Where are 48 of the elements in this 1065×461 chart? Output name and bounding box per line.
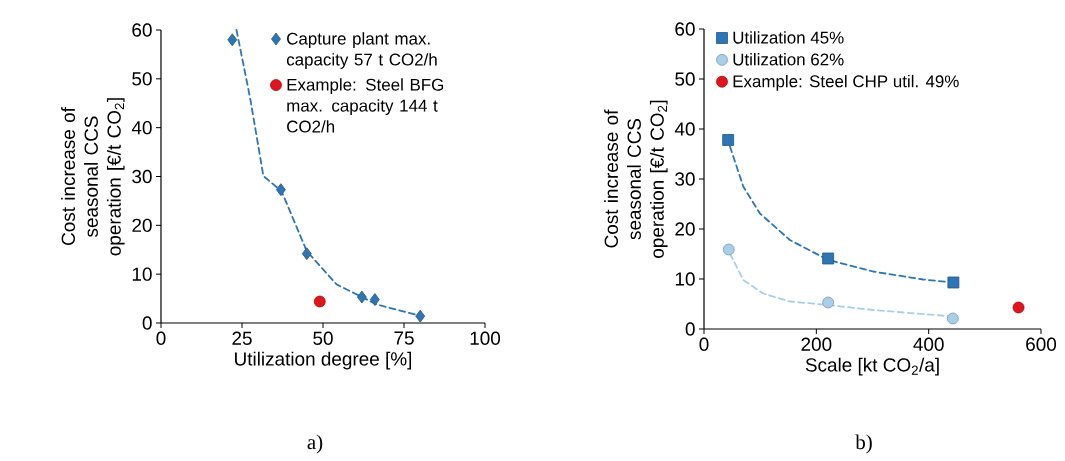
point: [313, 295, 326, 308]
legend-label: Capture plant max. capacity 57 t CO2/h: [286, 32, 437, 69]
legend-label: Utilization 45%: [733, 31, 844, 44]
x-tick-label: 200: [801, 337, 832, 351]
x-tick-label: 50: [313, 331, 333, 345]
legend-label: Example: Steel CHP util. 49%: [733, 74, 959, 91]
text: a): [307, 434, 323, 454]
y-tick-label: 0: [142, 316, 152, 330]
y-axis-title: Cost increase of seasonal CCS operation [€/t CO$_{2}$]: [61, 98, 125, 256]
point: [356, 290, 367, 304]
x-tick-label: 600: [1026, 337, 1057, 351]
point: [722, 243, 735, 256]
point: [1012, 301, 1025, 314]
y-tick-label: 50: [132, 72, 152, 86]
y-axis-title: Cost increase of seasonal CCS operation [€/t CO$_{2}$]: [604, 100, 668, 258]
y-tick-label: 0: [685, 322, 695, 336]
x-tick-label: 75: [394, 331, 414, 345]
y-tick-label: 40: [131, 120, 152, 135]
point: [369, 293, 380, 306]
x-tick-label: 0: [699, 337, 709, 351]
x-tick-label: 25: [232, 331, 252, 345]
point: [415, 309, 426, 323]
point: [275, 183, 286, 197]
x-axis-title: Utilization degree [%]: [235, 351, 412, 370]
text: b): [855, 434, 872, 454]
legend-label: Utilization 62%: [733, 53, 844, 66]
y-tick-label: 10: [675, 272, 695, 286]
y-tick-label: 50: [675, 72, 695, 86]
point: [822, 296, 835, 309]
x-tick-label: 100: [470, 331, 501, 345]
y-tick-label: 20: [132, 218, 152, 233]
point: [946, 312, 959, 325]
y-tick-label: 10: [132, 267, 152, 281]
x-axis-title: Scale [kt CO$_{2}$/a]: [805, 357, 939, 376]
y-tick-label: 30: [675, 172, 695, 186]
point: [722, 134, 735, 146]
point: [822, 252, 835, 265]
point: [227, 33, 238, 47]
x-tick-label: 400: [913, 337, 944, 351]
point: [301, 247, 312, 261]
y-tick-label: 60: [675, 22, 695, 36]
y-tick-label: 40: [674, 122, 695, 136]
x-tick-label: 0: [156, 331, 166, 345]
legend-label: Example: Steel BFG max. capacity 144 t CO2/h: [287, 78, 444, 133]
y-tick-label: 60: [132, 23, 152, 37]
point: [947, 276, 960, 289]
y-tick-label: 30: [132, 169, 152, 184]
y-tick-label: 20: [675, 222, 695, 236]
